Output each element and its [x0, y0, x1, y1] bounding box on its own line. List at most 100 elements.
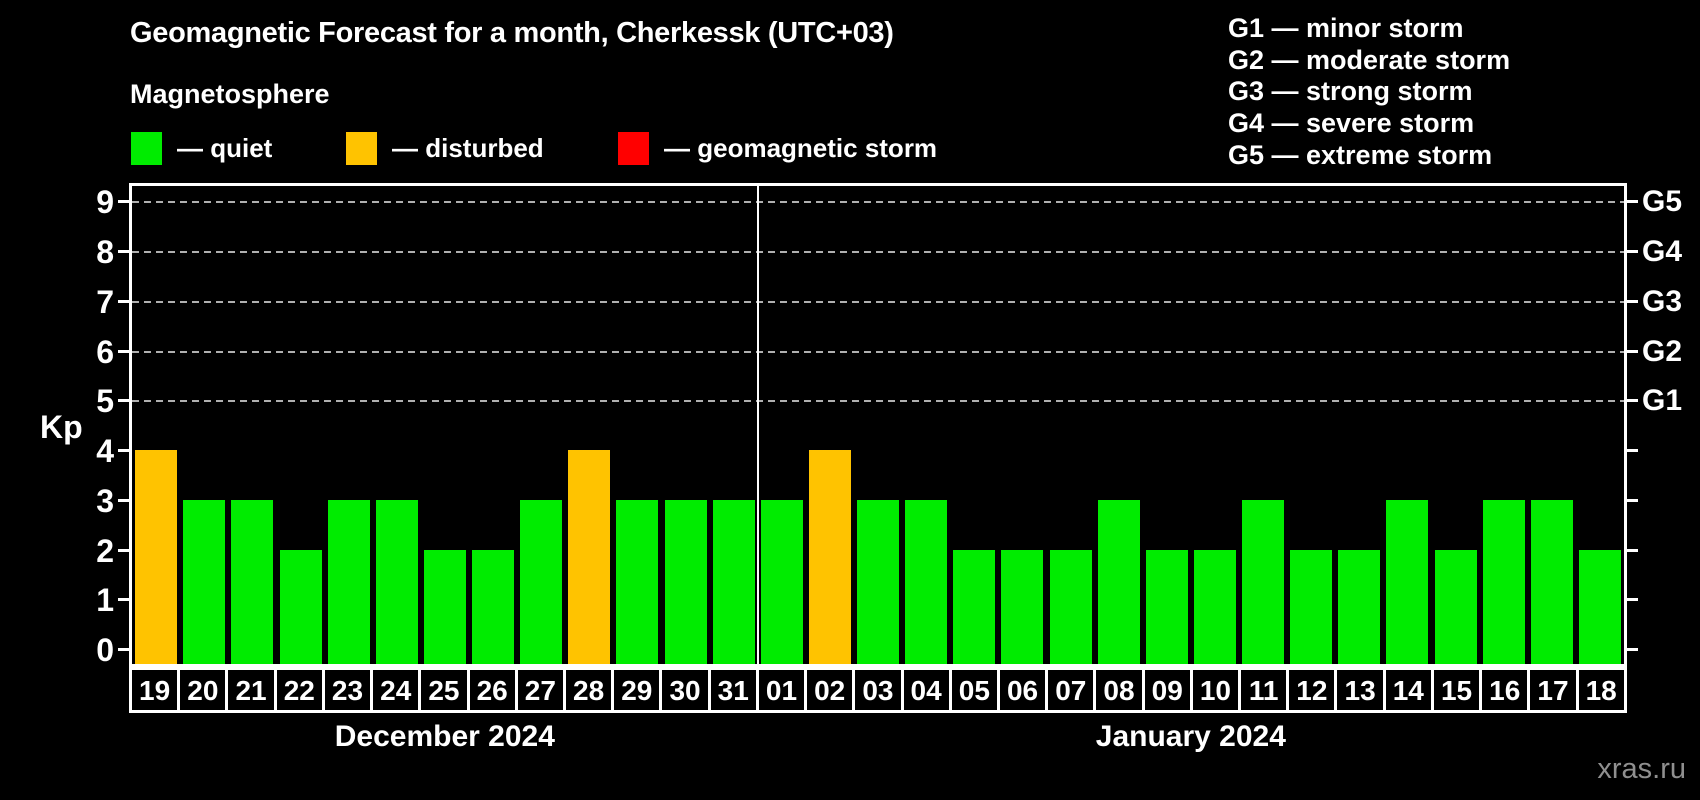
kp-bar [1145, 549, 1188, 664]
y-axis-label: 0 [96, 632, 114, 668]
kp-bar [1386, 499, 1429, 664]
date-cell: 07 [1045, 667, 1097, 713]
legend-item-storm: — geomagnetic storm [618, 131, 937, 165]
date-cell: 23 [321, 667, 374, 713]
kp-bar [1193, 549, 1236, 664]
legend-item-quiet: — quiet [131, 131, 272, 165]
legend-label-storm: — geomagnetic storm [664, 132, 938, 163]
kp-bar [1049, 549, 1092, 664]
legend-swatch-storm [618, 131, 649, 165]
g-legend-line: G2 — moderate storm [1228, 44, 1511, 75]
g-axis-label: G4 [1642, 235, 1683, 269]
axis-tick [1627, 598, 1638, 602]
kp-bar [135, 450, 178, 664]
kp-bar [664, 499, 707, 664]
axis-tick [118, 498, 129, 502]
date-cell: 15 [1430, 667, 1483, 713]
date-cell: 27 [514, 667, 566, 713]
date-cell: 12 [1286, 667, 1338, 713]
kp-bar [905, 499, 948, 664]
axis-tick [1627, 498, 1638, 502]
kp-bar [808, 450, 851, 664]
month-label: January 2024 [1095, 720, 1286, 753]
gridline [132, 251, 1624, 254]
kp-bar [1578, 549, 1621, 664]
g-axis-label: G1 [1642, 384, 1683, 418]
kp-bar [231, 499, 274, 664]
plot-area [118, 183, 1638, 667]
date-cell: 06 [996, 667, 1049, 713]
date-cell: 11 [1238, 667, 1290, 713]
date-cell: 19 [129, 667, 181, 713]
kp-bar [520, 499, 563, 664]
kp-bar [279, 549, 322, 664]
y-axis-label: 3 [96, 482, 114, 519]
y-axis-label: 1 [96, 582, 114, 619]
kp-bar [712, 499, 755, 664]
kp-bar [568, 450, 611, 664]
month-divider [756, 186, 759, 664]
kp-bar [616, 499, 659, 664]
axis-tick [118, 399, 129, 403]
kp-bar [1482, 499, 1525, 664]
y-axis-title: Kp [40, 409, 83, 445]
date-cell: 16 [1479, 667, 1531, 713]
kp-bar [375, 499, 418, 664]
kp-bar [472, 549, 514, 664]
date-cell: 02 [804, 667, 856, 713]
date-cell: 18 [1575, 667, 1627, 713]
date-cell: 28 [562, 667, 615, 713]
month-label: December 2024 [334, 720, 555, 753]
date-cell: 21 [225, 667, 277, 713]
date-cell: 26 [466, 667, 518, 713]
gridline [132, 201, 1624, 204]
date-cell: 01 [755, 667, 808, 713]
kp-bar [1338, 549, 1381, 664]
y-axis-label: 8 [96, 234, 114, 271]
g-legend-line: G5 — extreme storm [1228, 139, 1493, 170]
kp-bar [1434, 549, 1477, 664]
date-cell: 31 [707, 667, 759, 713]
axis-tick [1627, 200, 1638, 204]
legend-label-disturbed: — disturbed [392, 132, 544, 163]
kp-bar [183, 499, 226, 664]
y-axis-label: 2 [96, 532, 114, 569]
axis-tick [1627, 299, 1638, 303]
date-cell: 14 [1382, 667, 1434, 713]
g-axis-label: G5 [1642, 185, 1683, 219]
kp-bar [1242, 499, 1284, 664]
kp-bar [760, 499, 803, 664]
date-cell: 24 [370, 667, 422, 713]
date-cell: 10 [1189, 667, 1242, 713]
date-cell: 05 [948, 667, 1000, 713]
legend-label-quiet: — quiet [177, 132, 273, 163]
date-cell: 04 [900, 667, 952, 713]
date-cell: 29 [611, 667, 663, 713]
legend-swatch-quiet [131, 131, 162, 165]
g-legend-line: G4 — severe storm [1228, 108, 1475, 139]
axis-tick [1627, 449, 1638, 453]
axis-tick [118, 299, 129, 303]
g-axis-label: G2 [1642, 334, 1683, 368]
kp-bar [327, 499, 370, 664]
date-cell: 17 [1527, 667, 1579, 713]
y-axis-label: 5 [96, 383, 114, 420]
g-axis-label: G3 [1642, 284, 1683, 318]
chart-subtitle: Magnetosphere [130, 79, 330, 109]
kp-bar [1290, 549, 1333, 664]
legend-swatch-disturbed [346, 131, 377, 165]
kp-bar [1530, 499, 1573, 664]
axis-tick [1627, 250, 1638, 254]
watermark: xras.ru [1597, 753, 1686, 785]
axis-tick [118, 548, 129, 552]
gridline [132, 300, 1624, 303]
date-cell: 13 [1334, 667, 1386, 713]
g-legend-line: G1 — minor storm [1228, 13, 1464, 43]
y-axis-label: 9 [96, 184, 114, 221]
chart-title: Geomagnetic Forecast for a month, Cherke… [130, 17, 894, 49]
kp-bar [857, 499, 899, 664]
axis-tick [1627, 399, 1638, 403]
axis-tick [118, 648, 129, 651]
date-cell: 25 [418, 667, 470, 713]
